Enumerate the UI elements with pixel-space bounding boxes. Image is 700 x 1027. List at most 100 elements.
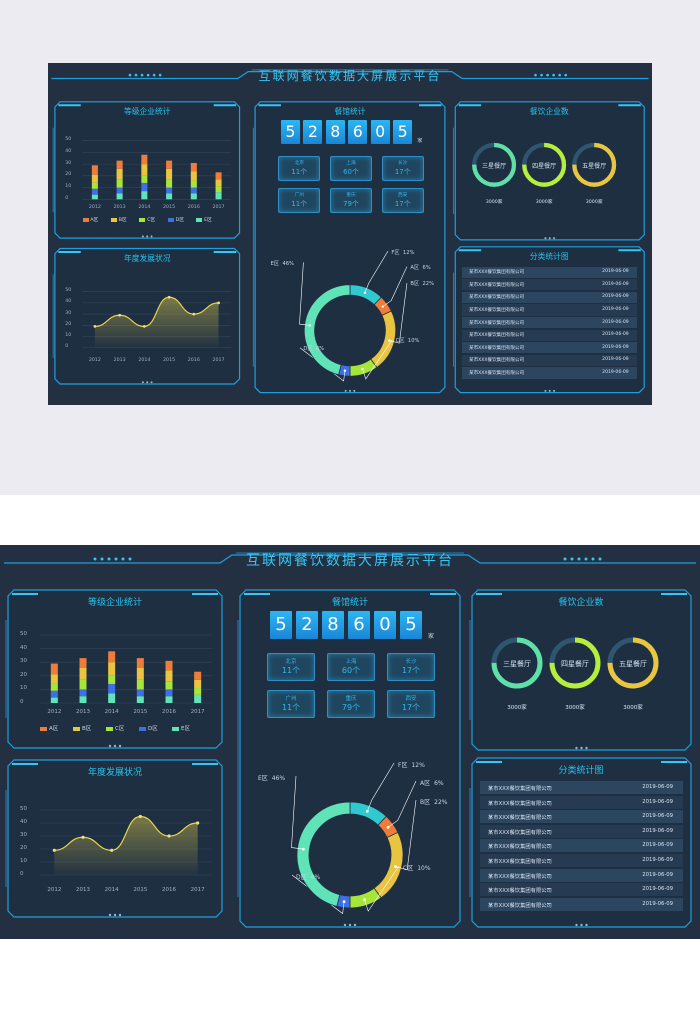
ring-progress [607, 637, 659, 689]
city-box-0[interactable]: 北京 11个 [278, 156, 321, 181]
table-row[interactable]: 某市XXX餐饮集团有限公司 2019-06-09 [480, 854, 683, 867]
table-row[interactable]: 某市XXX餐饮集团有限公司 2019-06-09 [462, 367, 638, 379]
bar-y-tick: 10 [65, 184, 72, 190]
city-box-4[interactable]: 重庆 79个 [327, 690, 375, 718]
city-box-2[interactable]: 长沙 17个 [381, 156, 424, 181]
bar-y-tick: 50 [65, 137, 72, 143]
city-box-5[interactable]: 西安 17个 [387, 690, 435, 718]
bar-segment-E区 [108, 693, 116, 703]
panel-dot [353, 923, 357, 927]
counter-unit: 家 [417, 138, 423, 145]
donut-label-pct: 4% [315, 346, 325, 353]
bar-segment-B区 [215, 179, 222, 187]
header-dot [546, 73, 549, 77]
restaurant-donut-chart [291, 762, 417, 915]
legend-label: C区 [115, 726, 125, 732]
line-point [217, 301, 220, 305]
city-name: 广州 [294, 192, 304, 198]
city-box-3[interactable]: 广州 11个 [267, 690, 315, 718]
row-company: 某市XXX餐饮集团有限公司 [488, 902, 552, 909]
row-date: 2019-06-09 [602, 369, 629, 375]
donut-label-name: D区 [303, 346, 313, 353]
city-count: 17个 [401, 666, 421, 675]
bar-y-tick: 10 [20, 685, 27, 692]
line-x-tick: 2012 [88, 358, 101, 364]
bar-y-tick: 50 [20, 631, 27, 637]
header-dot [107, 557, 111, 561]
table-row[interactable]: 某市XXX餐饮集团有限公司 2019-06-09 [462, 317, 638, 329]
bar-segment-B区 [194, 679, 202, 689]
bar-segment-D区 [116, 187, 123, 194]
legend-swatch [196, 218, 203, 222]
panel-dot [353, 389, 356, 392]
ring-progress [549, 637, 601, 689]
donut-label-pct: 4% [310, 874, 321, 881]
city-box-0[interactable]: 北京 11个 [267, 653, 315, 681]
annual-panel-title: 年度发展状况 [123, 253, 171, 263]
counter-digit: 5 [270, 611, 292, 639]
annual-line-chart [82, 291, 231, 349]
line-point [93, 325, 97, 328]
counter-digit: 0 [370, 119, 390, 145]
table-row[interactable]: 某市XXX餐饮集团有限公司 2019-06-09 [462, 329, 638, 341]
bar-segment-E区 [190, 193, 197, 200]
table-row[interactable]: 某市XXX餐饮集团有限公司 2019-06-09 [462, 354, 638, 366]
restaurant-donut-chart [299, 250, 408, 382]
city-name: 上海 [345, 659, 357, 665]
table-row[interactable]: 某市XXX餐饮集团有限公司 2019-06-09 [480, 868, 683, 882]
donut-label-name: E区 [258, 775, 268, 782]
grade-panel-title: 等级企业统计 [87, 598, 142, 608]
bar-segment-D区 [50, 690, 58, 698]
donut-label-name: F区 [391, 249, 400, 256]
annual-panel-frame [7, 759, 223, 918]
header-dot [134, 73, 138, 77]
table-row[interactable]: 某市XXX餐饮集团有限公司 2019-06-09 [462, 342, 638, 354]
dashboard-title: 互联网餐饮数据大屏展示平台 [246, 553, 454, 569]
table-row[interactable]: 某市XXX餐饮集团有限公司 2019-06-09 [480, 795, 683, 809]
bar-segment-E区 [136, 696, 144, 703]
counter-digit: 5 [393, 119, 413, 145]
city-box-5[interactable]: 西安 17个 [381, 188, 424, 213]
row-date: 2019-06-09 [642, 784, 673, 790]
panel-dot [553, 237, 556, 240]
counter-digit: 0 [374, 611, 396, 639]
bar-segment-E区 [116, 193, 123, 200]
table-row[interactable]: 某市XXX餐饮集团有限公司 2019-06-09 [462, 266, 638, 278]
bar-segment-A区 [215, 172, 222, 180]
city-box-2[interactable]: 长沙 17个 [387, 653, 435, 681]
header-line [51, 71, 649, 80]
city-box-1[interactable]: 上海 60个 [327, 653, 375, 681]
bar-legend-item: C区 [106, 724, 124, 732]
bar-legend-item: C区 [139, 217, 155, 223]
panel-dot [118, 913, 122, 917]
header-dot [152, 73, 156, 77]
line-x-tick: 2016 [187, 358, 200, 364]
donut-label-pct: 22% [422, 281, 434, 288]
counter-unit: 家 [428, 633, 435, 640]
city-count: 60个 [341, 666, 361, 675]
table-row[interactable]: 某市XXX餐饮集团有限公司 2019-06-09 [480, 824, 683, 838]
ring-value: 3000家 [535, 200, 553, 206]
row-company: 某市XXX餐饮集团有限公司 [469, 358, 525, 364]
bar-segment-B区 [136, 667, 144, 680]
city-box-3[interactable]: 广州 11个 [278, 188, 321, 213]
row-company: 某市XXX餐饮集团有限公司 [488, 873, 552, 880]
bar-y-tick: 30 [20, 658, 27, 665]
enterprise-rings [491, 637, 659, 689]
table-row[interactable]: 某市XXX餐饮集团有限公司 2019-06-09 [480, 897, 683, 911]
donut-label-pct: 10% [407, 338, 420, 345]
row-company: 某市XXX餐饮集团有限公司 [469, 295, 525, 301]
city-box-1[interactable]: 上海 60个 [330, 156, 372, 181]
table-row[interactable]: 某市XXX餐饮集团有限公司 2019-06-09 [462, 279, 638, 291]
city-box-4[interactable]: 重庆 79个 [330, 188, 372, 213]
city-count: 11个 [281, 703, 301, 712]
table-row[interactable]: 某市XXX餐饮集团有限公司 2019-06-09 [480, 810, 683, 824]
table-row[interactable]: 某市XXX餐饮集团有限公司 2019-06-09 [480, 839, 683, 853]
table-row[interactable]: 某市XXX餐饮集团有限公司 2019-06-09 [462, 291, 638, 304]
line-x-tick: 2013 [76, 887, 90, 893]
table-row[interactable]: 某市XXX餐饮集团有限公司 2019-06-09 [480, 883, 683, 897]
table-row[interactable]: 某市XXX餐饮集团有限公司 2019-06-09 [480, 781, 683, 794]
enterprise-panel-title: 餐饮企业数 [529, 107, 569, 117]
table-row[interactable]: 某市XXX餐饮集团有限公司 2019-06-09 [462, 304, 638, 316]
city-name: 广州 [285, 696, 297, 702]
